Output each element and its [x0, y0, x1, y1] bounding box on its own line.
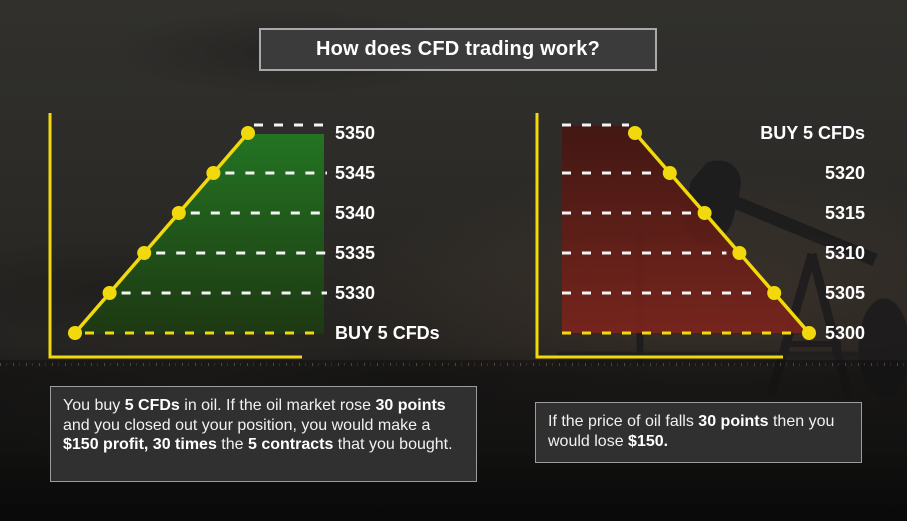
loss-explanation-box: If the price of oil falls 30 points then…: [535, 402, 862, 463]
filled-area: [562, 126, 809, 333]
horizon-lights: [0, 363, 907, 366]
data-point: [767, 286, 782, 300]
price-line: [73, 131, 250, 335]
data-point: [171, 206, 186, 220]
level-label: 5310: [824, 243, 865, 263]
profit-explanation-box: You buy 5 CFDs in oil. If the oil market…: [50, 386, 477, 482]
level-label: 5335: [335, 243, 376, 263]
level-label: 5320: [824, 163, 865, 183]
data-point: [206, 166, 221, 180]
data-point: [732, 246, 747, 260]
title-box: How does CFD trading work?: [259, 28, 657, 71]
level-label: 5300: [824, 323, 865, 343]
data-point: [662, 166, 677, 180]
data-point: [697, 206, 712, 220]
level-label: 5345: [335, 163, 376, 183]
page-title: How does CFD trading work?: [315, 38, 601, 60]
level-label: 5340: [335, 203, 376, 223]
pumpjack-beam: [722, 191, 878, 267]
loss-chart: BUY 5 CFDs 5320 5315 5310 5305 5300: [527, 105, 907, 375]
level-label: 5350: [335, 123, 376, 143]
data-point: [137, 246, 152, 260]
profit-explanation-text: You buy 5 CFDs in oil. If the oil market…: [63, 397, 453, 453]
loss-chart-canvas: [535, 113, 816, 359]
filled-area: [75, 134, 324, 334]
level-label: 5305: [824, 283, 865, 303]
level-label: 5315: [824, 203, 865, 223]
data-point: [628, 126, 642, 140]
level-label: 5330: [335, 283, 376, 303]
data-point: [241, 126, 255, 140]
price-line: [633, 131, 811, 335]
level-label: BUY 5 CFDs: [760, 123, 865, 143]
data-point: [102, 286, 117, 300]
data-point: [68, 326, 82, 340]
profit-chart-canvas: [48, 113, 327, 359]
profit-chart: 5350 5345 5340 5335 5330 BUY 5 CFDs: [40, 105, 460, 375]
data-point: [802, 326, 816, 340]
loss-explanation-text: If the price of oil falls 30 points then…: [548, 413, 835, 450]
level-label: BUY 5 CFDs: [335, 323, 440, 343]
